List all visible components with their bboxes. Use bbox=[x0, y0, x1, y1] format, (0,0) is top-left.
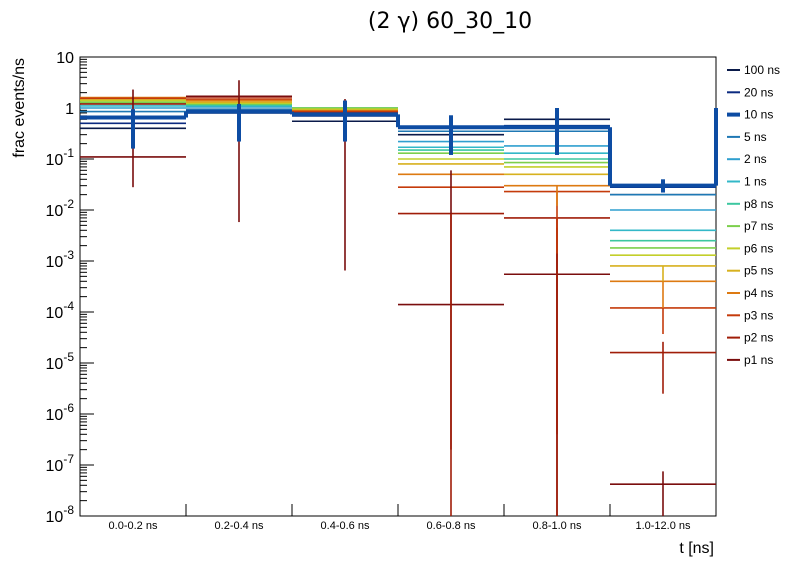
y-tick-label: 10-4 bbox=[46, 299, 75, 322]
y-minor-ticks bbox=[80, 56, 94, 517]
y-tick-label: 10-3 bbox=[46, 248, 75, 271]
legend-label: 10 ns bbox=[744, 108, 773, 122]
x-tick-label: 0.8-1.0 ns bbox=[533, 520, 582, 532]
legend: 100 ns 20 ns 10 ns 5 ns 2 ns 1 ns p8 ns p7 ns p6… bbox=[727, 63, 780, 367]
y-tick-label: 1 bbox=[65, 101, 74, 118]
y-axis-label: frac events/ns bbox=[11, 58, 28, 158]
legend-label: p7 ns bbox=[744, 219, 773, 233]
legend-label: p3 ns bbox=[744, 308, 773, 322]
legend-label: p5 ns bbox=[744, 264, 773, 278]
y-tick-label: 10-5 bbox=[46, 350, 75, 373]
legend-label: 2 ns bbox=[744, 152, 767, 166]
y-tick-label: 10-1 bbox=[46, 146, 75, 169]
legend-label: p6 ns bbox=[744, 241, 773, 255]
legend-label: p4 ns bbox=[744, 286, 773, 300]
chart-title: (2 γ) 60_30_10 bbox=[368, 9, 532, 34]
legend-label: 100 ns bbox=[744, 63, 780, 77]
legend-label: p1 ns bbox=[744, 353, 773, 367]
legend-label: 5 ns bbox=[744, 130, 767, 144]
x-tick-label: 0.0-0.2 ns bbox=[109, 520, 158, 532]
y-tick-labels: 10-8 10-7 10-6 10-5 10-4 10-3 10-2 10-1 1 10 bbox=[46, 50, 75, 526]
y-tick-label: 10-8 bbox=[46, 503, 75, 526]
error-bars-group bbox=[131, 80, 665, 516]
legend-label: p2 ns bbox=[744, 331, 773, 345]
y-tick-label: 10 bbox=[56, 50, 74, 67]
x-tick-label: 1.0-12.0 ns bbox=[635, 520, 691, 532]
x-axis-label: t [ns] bbox=[679, 540, 714, 557]
x-tick-label: 0.6-0.8 ns bbox=[427, 520, 476, 532]
x-tick-label: 0.2-0.4 ns bbox=[215, 520, 264, 532]
y-tick-label: 10-7 bbox=[46, 452, 75, 475]
series-group bbox=[80, 95, 718, 486]
legend-label: p8 ns bbox=[744, 197, 773, 211]
y-tick-label: 10-6 bbox=[46, 401, 75, 424]
x-ticks bbox=[185, 504, 611, 516]
legend-label: 1 ns bbox=[744, 175, 767, 189]
x-category-labels: 0.0-0.2 ns 0.2-0.4 ns 0.4-0.6 ns 0.6-0.8 ns… bbox=[109, 520, 691, 532]
x-tick-label: 0.4-0.6 ns bbox=[321, 520, 370, 532]
y-tick-label: 10-2 bbox=[46, 197, 75, 220]
legend-label: 20 ns bbox=[744, 85, 773, 99]
